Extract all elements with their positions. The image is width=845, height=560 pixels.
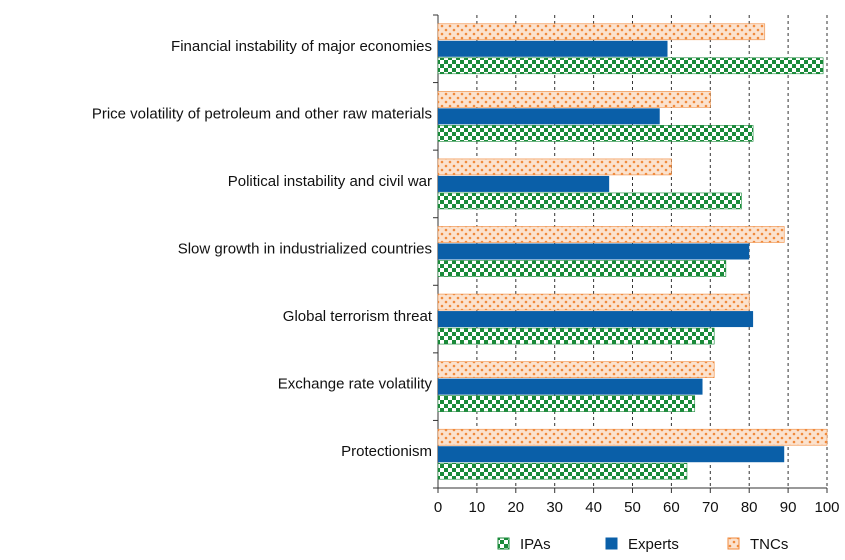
bar — [437, 125, 754, 142]
legend-swatch — [727, 537, 740, 550]
x-tick-label: 100 — [814, 499, 839, 516]
bar — [438, 311, 754, 328]
x-tick-label: 70 — [702, 499, 719, 516]
bar — [437, 428, 828, 446]
category-label: Price volatility of petroleum and other … — [92, 105, 432, 122]
bar — [438, 243, 750, 260]
x-tick-label: 90 — [780, 499, 797, 516]
x-tick-label: 30 — [546, 499, 563, 516]
category-label: Political instability and civil war — [228, 173, 432, 190]
category-label: Exchange rate volatility — [278, 376, 433, 393]
bar — [438, 378, 703, 395]
bar — [437, 395, 696, 412]
bar — [437, 226, 785, 243]
category-label: Global terrorism threat — [283, 308, 433, 325]
x-tick-label: 60 — [663, 499, 680, 516]
category-label: Slow growth in industrialized countries — [178, 240, 432, 257]
legend-label: Experts — [628, 536, 679, 553]
legend-swatch — [605, 537, 618, 550]
bar — [437, 192, 742, 210]
bar — [437, 293, 750, 311]
legend-label: TNCs — [750, 536, 788, 553]
x-tick-label: 40 — [585, 499, 602, 516]
bar — [437, 462, 688, 480]
bar — [437, 361, 715, 378]
x-tick-label: 10 — [469, 499, 486, 516]
x-tick-label: 0 — [434, 499, 442, 516]
legend-swatch — [497, 537, 510, 550]
bar — [437, 327, 715, 345]
bar — [438, 40, 668, 57]
bar — [437, 23, 766, 41]
legend-label: IPAs — [520, 536, 551, 553]
bar — [437, 91, 711, 108]
bar — [437, 158, 672, 176]
bar — [438, 175, 610, 192]
category-label: Financial instability of major economies — [171, 38, 432, 55]
x-tick-label: 20 — [507, 499, 524, 516]
bar — [438, 108, 660, 125]
x-tick-label: 80 — [741, 499, 758, 516]
bar — [437, 260, 727, 277]
bar — [437, 57, 824, 75]
x-tick-label: 50 — [624, 499, 641, 516]
bar — [438, 446, 785, 463]
category-label: Protectionism — [341, 443, 432, 460]
